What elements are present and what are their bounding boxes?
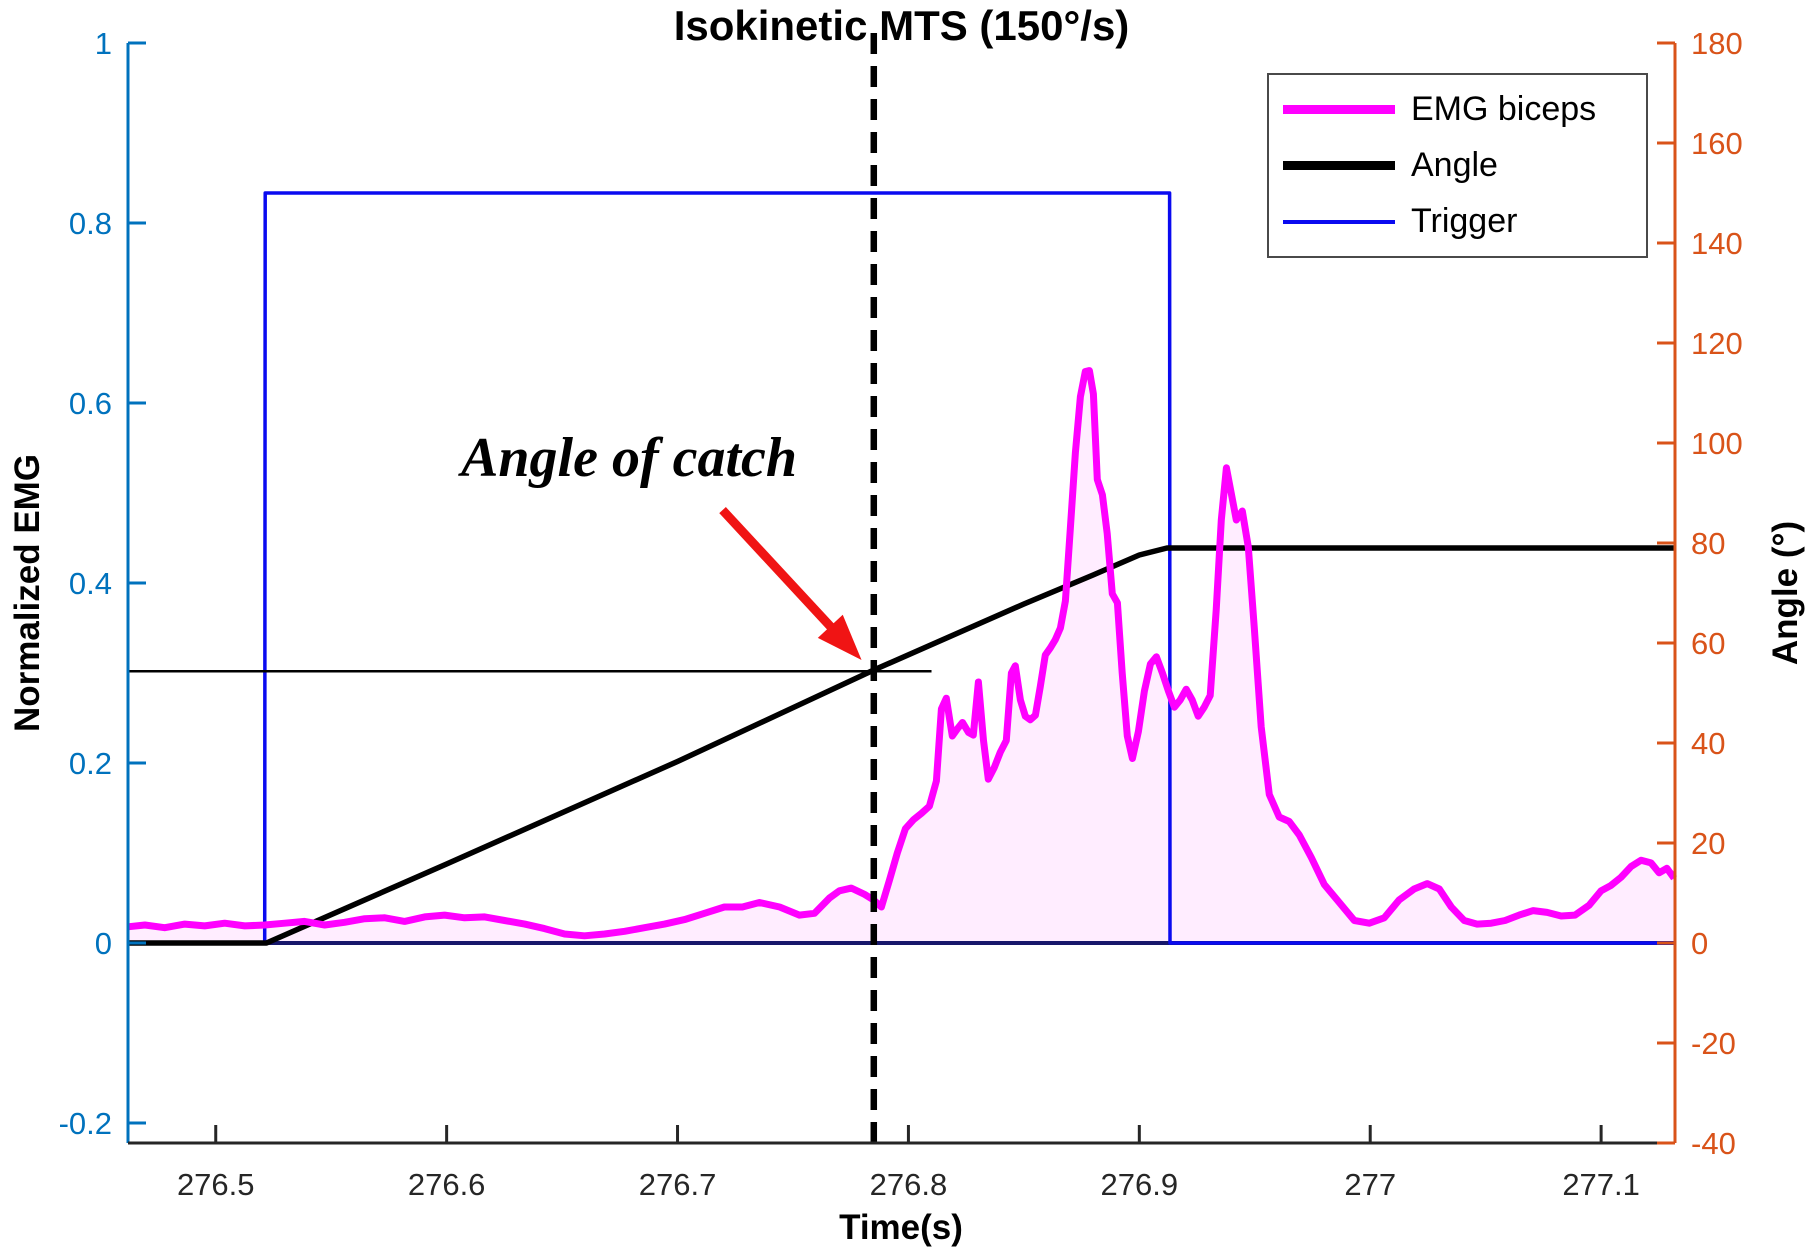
annotation-arrow-head-icon bbox=[817, 614, 862, 661]
y-axis-label-right: Angle (°) bbox=[1766, 520, 1805, 666]
y-right-tick-label: 140 bbox=[1691, 226, 1743, 261]
y-axis-label-left: Normalized EMG bbox=[8, 453, 47, 733]
legend-item-angle: Angle bbox=[1283, 146, 1632, 185]
y-right-tick-label: 40 bbox=[1691, 726, 1725, 761]
annotation-arrow-shaft bbox=[719, 507, 840, 636]
y-left-tick-label: -0.2 bbox=[59, 1106, 112, 1141]
axes-spines bbox=[126, 43, 1677, 1145]
angle-line bbox=[128, 545, 1675, 946]
y-right-tick-label: 100 bbox=[1691, 426, 1743, 461]
y-right-tick-label: 0 bbox=[1691, 926, 1708, 961]
y-right-tick-label: 120 bbox=[1691, 326, 1743, 361]
legend-label-emg: EMG biceps bbox=[1411, 89, 1597, 128]
y-left-tick-label: 0.8 bbox=[69, 206, 112, 241]
y-right-tick-label: 180 bbox=[1691, 26, 1743, 61]
x-tick-label: 276.8 bbox=[870, 1167, 948, 1202]
emg-line bbox=[127, 367, 1677, 940]
y-left-tick-label: 0.4 bbox=[69, 566, 112, 601]
x-tick-label: 277 bbox=[1344, 1167, 1396, 1202]
y-left-tick-label: 0.2 bbox=[69, 746, 112, 781]
x-tick-label: 277.1 bbox=[1562, 1167, 1640, 1202]
x-axis-label: Time(s) bbox=[839, 1208, 963, 1247]
axes-ticks bbox=[128, 41, 1675, 1145]
x-tick-label: 276.6 bbox=[408, 1167, 486, 1202]
y-right-tick-label: 160 bbox=[1691, 126, 1743, 161]
legend-item-trigger: Trigger bbox=[1283, 202, 1632, 241]
y-right-tick-label: -40 bbox=[1691, 1126, 1736, 1161]
x-tick-label: 276.9 bbox=[1101, 1167, 1179, 1202]
chart-title: Isokinetic MTS (150°/s) bbox=[673, 2, 1130, 49]
x-tick-label: 276.7 bbox=[639, 1167, 717, 1202]
y-left-tick-label: 0.6 bbox=[69, 386, 112, 421]
legend-line-sample-trigger bbox=[1283, 219, 1395, 224]
x-tick-label: 276.5 bbox=[177, 1167, 255, 1202]
legend-line-sample-angle bbox=[1283, 160, 1395, 170]
legend: EMG biceps Angle Trigger bbox=[1267, 73, 1648, 258]
legend-line-sample-emg bbox=[1283, 104, 1395, 114]
y-right-tick-label: 20 bbox=[1691, 826, 1725, 861]
axes-tick-labels: 276.5 276.6 276.7 276.8 276.9 277 277.1 1 0.8 0.6… bbox=[59, 26, 1743, 1202]
legend-label-angle: Angle bbox=[1411, 145, 1498, 184]
y-right-tick-label: -20 bbox=[1691, 1026, 1736, 1061]
annotation-angle-of-catch: Angle of catch bbox=[461, 426, 798, 489]
legend-item-emg: EMG biceps bbox=[1283, 90, 1632, 129]
y-right-tick-label: 80 bbox=[1691, 526, 1725, 561]
y-left-tick-label: 1 bbox=[95, 26, 112, 61]
y-right-tick-label: 60 bbox=[1691, 626, 1725, 661]
y-left-tick-label: 0 bbox=[95, 926, 112, 961]
legend-label-trigger: Trigger bbox=[1411, 202, 1518, 241]
